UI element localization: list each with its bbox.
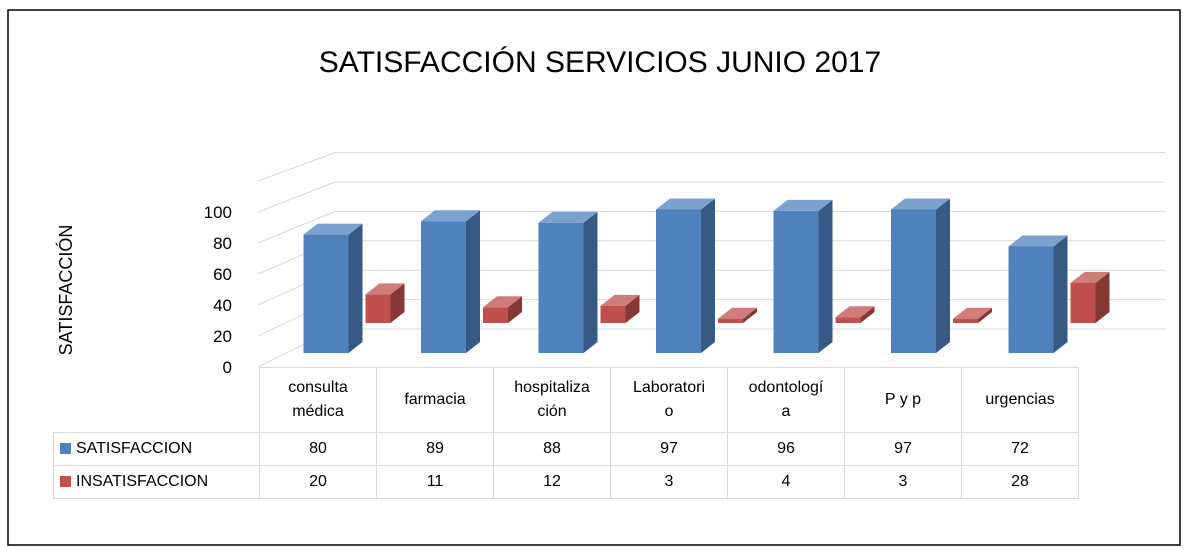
bar: [483, 307, 508, 323]
bar-top: [953, 307, 992, 319]
bar: [538, 222, 584, 353]
bar: [953, 318, 978, 323]
table-value: 3: [844, 465, 962, 499]
bar-side: [743, 307, 757, 323]
grid-line: [257, 210, 336, 244]
y-tick-label: 40: [213, 296, 232, 315]
grid-line: [257, 152, 336, 182]
bar-side: [1095, 271, 1110, 323]
x-tick-label: hospitalización: [514, 379, 590, 420]
category-cell: P y p: [844, 367, 962, 433]
data-table: consulta médica farmacia hospitalización La…: [53, 367, 1079, 499]
bar-side: [348, 223, 363, 353]
bar: [656, 209, 701, 353]
category-cell: consulta médica: [259, 367, 377, 433]
table-value: 88: [493, 432, 611, 466]
bar-side: [978, 307, 992, 323]
bar: [1008, 246, 1054, 353]
category-cell: odontología: [727, 367, 845, 433]
bar: [891, 209, 936, 353]
table-value: 12: [493, 465, 611, 499]
table-value: 97: [610, 432, 728, 466]
x-tick-label: odontología: [748, 379, 824, 420]
bar-side: [936, 198, 950, 353]
bar: [1070, 282, 1096, 323]
x-tick-label: consulta médica: [288, 379, 348, 420]
table-value: 80: [259, 432, 377, 466]
bar-top: [483, 296, 522, 308]
bar-side: [625, 294, 640, 323]
category-cell: urgencias: [961, 367, 1079, 433]
blank-cell: [53, 367, 260, 433]
table-value: 20: [259, 465, 377, 499]
bar-top: [656, 198, 715, 210]
bar: [421, 221, 466, 353]
bar-top: [1008, 235, 1068, 247]
x-tick-label: urgencias: [985, 391, 1055, 408]
table-value: 3: [610, 465, 728, 499]
x-tick-label: Laboratorio: [632, 379, 706, 420]
bar-top: [421, 210, 480, 222]
table-value: 96: [727, 432, 845, 466]
table-value: 89: [376, 432, 494, 466]
bar-top: [600, 294, 640, 306]
table-value: 72: [961, 432, 1079, 466]
bar: [773, 210, 819, 353]
x-tick-label: P y p: [884, 391, 922, 408]
bar: [718, 318, 743, 323]
legend-label: INSATISFACCION: [76, 473, 209, 490]
chart-border: [7, 9, 1181, 546]
bar-side: [508, 296, 522, 323]
table-value: 4: [727, 465, 845, 499]
y-tick-label: 20: [213, 327, 232, 346]
grid-line: [257, 181, 336, 213]
category-cell: Laboratorio: [610, 367, 728, 433]
bar-top: [365, 283, 405, 295]
y-tick-label: 80: [213, 234, 232, 253]
bar: [365, 294, 391, 323]
bar-top: [891, 198, 950, 210]
chart-title: SATISFACCIÓN SERVICIOS JUNIO 2017: [319, 46, 881, 79]
table-value: 11: [376, 465, 494, 499]
bar: [835, 317, 861, 323]
bar: [303, 234, 349, 353]
legend-key: [60, 476, 71, 487]
bar-top: [303, 223, 363, 235]
bar-side: [583, 211, 598, 353]
category-cell: farmacia: [376, 367, 494, 433]
bar-side: [466, 210, 480, 353]
y-tick-label: 100: [204, 203, 232, 222]
bar-top: [718, 307, 757, 319]
legend-cell: INSATISFACCION: [53, 465, 260, 499]
bar-side: [860, 306, 875, 323]
category-cell: hospitalización: [493, 367, 611, 433]
bar-top: [538, 211, 598, 223]
y-tick-label: 60: [213, 265, 232, 284]
legend-label: SATISFACCION: [76, 440, 193, 457]
table-value: 97: [844, 432, 962, 466]
bar-top: [1070, 271, 1110, 283]
legend-cell: SATISFACCION: [53, 432, 260, 466]
bar-side: [701, 198, 715, 353]
bar-top: [835, 306, 875, 318]
bar-side: [390, 283, 405, 323]
bar: [600, 305, 626, 323]
x-tick-label: farmacia: [404, 391, 466, 408]
table-value: 28: [961, 465, 1079, 499]
y-axis-label: SATISFACCIÓN: [55, 225, 76, 356]
bar-side: [818, 199, 833, 353]
legend-key: [60, 443, 71, 454]
bar-side: [1053, 235, 1068, 353]
bar-top: [773, 199, 833, 211]
